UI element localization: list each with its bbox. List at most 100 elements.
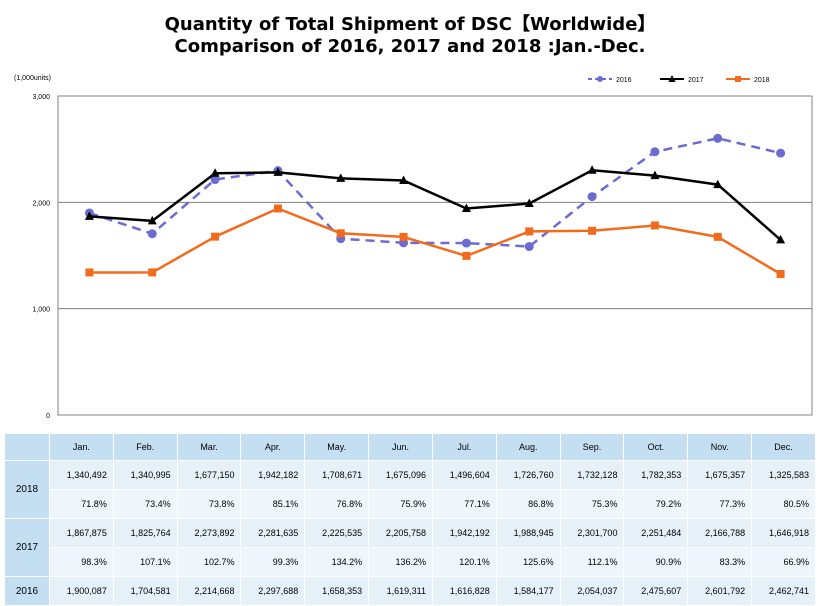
point-2016: [650, 147, 660, 157]
table-value-cell: 2,214,668: [176, 576, 242, 606]
legend-item-2016: 2016: [588, 76, 632, 84]
table-percent-cell: 99.3%: [240, 547, 306, 577]
point-2017: [524, 198, 534, 208]
point-2017: [336, 173, 346, 182]
series-line-2017: [89, 169, 782, 241]
table-percent-cell: 66.9%: [751, 547, 816, 577]
point-2018: [399, 232, 408, 241]
table-value-cell: 2,205,758: [368, 518, 433, 548]
chart-title-line-2: Comparison of 2016, 2017 and 2018 :Jan.-…: [174, 36, 646, 57]
table-year-cell: 2016: [4, 576, 50, 606]
table-value-cell: 1,825,764: [112, 518, 178, 548]
table-corner-cell: [4, 433, 50, 461]
table-percent-cell: 77.3%: [687, 489, 753, 519]
legend-item-2017: 2017: [660, 75, 704, 84]
table-value-cell: 2,297,688: [240, 576, 306, 606]
table-value-cell: 1,988,945: [495, 518, 561, 548]
table-percent-cell: 80.5%: [751, 489, 816, 519]
table-value-cell: 1,900,087: [49, 576, 114, 606]
table-percent-cell: 86.8%: [495, 489, 561, 519]
table-value-cell: 2,166,788: [687, 518, 753, 548]
table-percent-cell: 98.3%: [49, 547, 114, 577]
point-2018: [336, 229, 345, 238]
point-2017: [399, 175, 409, 184]
y-tick-label: 1,000: [32, 307, 50, 314]
table-month-header: Jan.: [49, 433, 114, 461]
table-percent-cell: 79.2%: [623, 489, 689, 519]
table-month-header: Jul.: [431, 433, 497, 461]
point-2017: [273, 167, 283, 176]
table-percent-cell: 71.8%: [49, 489, 114, 519]
table-value-cell: 1,496,604: [431, 460, 497, 490]
y-tick-label: 0: [46, 413, 50, 420]
table-row-values: 2017 1,867,875 1,825,764 2,273,892 2,281,635…: [4, 518, 816, 577]
point-2017: [650, 170, 660, 180]
table-percent-cell: 112.1%: [559, 547, 625, 577]
point-2016: [587, 192, 597, 202]
point-2018: [85, 268, 94, 277]
table-year-cell: 2017: [4, 518, 50, 577]
table-value-cell: 1,340,995: [112, 460, 178, 490]
point-2016: [147, 229, 157, 239]
table-value-cell: 1,704,581: [112, 576, 178, 606]
point-2018: [148, 268, 157, 277]
table-value-cell: 1,658,353: [304, 576, 370, 606]
table-value-cell: 1,616,828: [431, 576, 497, 606]
plot-area: [57, 95, 813, 416]
table-value-cell: 2,273,892: [176, 518, 242, 548]
point-2017: [587, 165, 597, 174]
table-month-header: Aug.: [495, 433, 561, 461]
table-percent-cell: 77.1%: [431, 489, 497, 519]
table-percent-cell: 75.3%: [559, 489, 625, 519]
table-row-values: 2016 1,900,087 1,704,581 2,214,668 2,297,688…: [4, 576, 816, 606]
point-2017: [147, 215, 157, 225]
point-2016: [524, 242, 534, 252]
chart-title-line-1: Quantity of Total Shipment of DSC【Worldw…: [164, 14, 656, 35]
table-value-cell: 1,942,192: [431, 518, 497, 548]
table-percent-cell: 76.8%: [304, 489, 370, 519]
table-value-cell: 1,675,096: [368, 460, 433, 490]
table-month-header: Dec.: [751, 433, 816, 461]
table-month-header: Apr.: [240, 433, 306, 461]
table-percent-cell: 120.1%: [431, 547, 497, 577]
table-value-cell: 1,675,357: [687, 460, 753, 490]
legend-label-2017: 2017: [688, 77, 704, 84]
legend-label-2016: 2016: [616, 77, 632, 84]
table-month-header: May.: [304, 433, 370, 461]
point-2017: [776, 234, 786, 244]
point-2018: [776, 270, 785, 279]
table-percent-cell: 136.2%: [368, 547, 433, 577]
series-line-2016: [89, 137, 781, 248]
table-month-header: Oct.: [623, 433, 689, 461]
table-month-header: Feb.: [112, 433, 178, 461]
point-2016: [461, 238, 471, 248]
table-row-values: 2018 1,340,492 1,340,995 1,677,150 1,942,182…: [4, 460, 816, 519]
table-value-cell: 1,646,918: [751, 518, 816, 548]
table-value-cell: 1,340,492: [49, 460, 114, 490]
table-header-row: Jan. Feb. Mar. Apr. May. Jun. Jul. Aug. Sep. Oct.…: [4, 433, 816, 461]
legend-marker-2018: [735, 76, 741, 82]
table-month-header: Mar.: [176, 433, 242, 461]
table-row-percent: 71.8% 73.4% 73.8% 85.1% 76.8% 75.9% 77.1% 86.8%…: [5, 489, 816, 519]
y-tick-label: 3,000: [32, 94, 50, 101]
table-value-cell: 2,475,607: [623, 576, 689, 606]
legend-marker-2016: [597, 76, 603, 82]
point-2018: [650, 221, 659, 230]
table-value-cell: 2,301,700: [559, 518, 625, 548]
table-percent-cell: 73.4%: [112, 489, 178, 519]
table-value-cell: 2,601,792: [687, 576, 753, 606]
table-percent-cell: 75.9%: [368, 489, 433, 519]
table-percent-cell: 107.1%: [112, 547, 178, 577]
point-2018: [273, 204, 282, 213]
point-2017: [461, 203, 471, 212]
table-value-cell: 1,584,177: [495, 576, 561, 606]
table-percent-cell: 102.7%: [176, 547, 242, 577]
table-value-cell: 1,782,353: [623, 460, 689, 490]
table-value-cell: 2,054,037: [559, 576, 625, 606]
table-value-cell: 1,619,311: [368, 576, 433, 606]
table-percent-cell: 83.3%: [687, 547, 753, 577]
point-2018: [713, 232, 722, 241]
point-2018: [462, 251, 471, 260]
point-2017: [84, 211, 94, 220]
table-month-header: Jun.: [368, 433, 433, 461]
